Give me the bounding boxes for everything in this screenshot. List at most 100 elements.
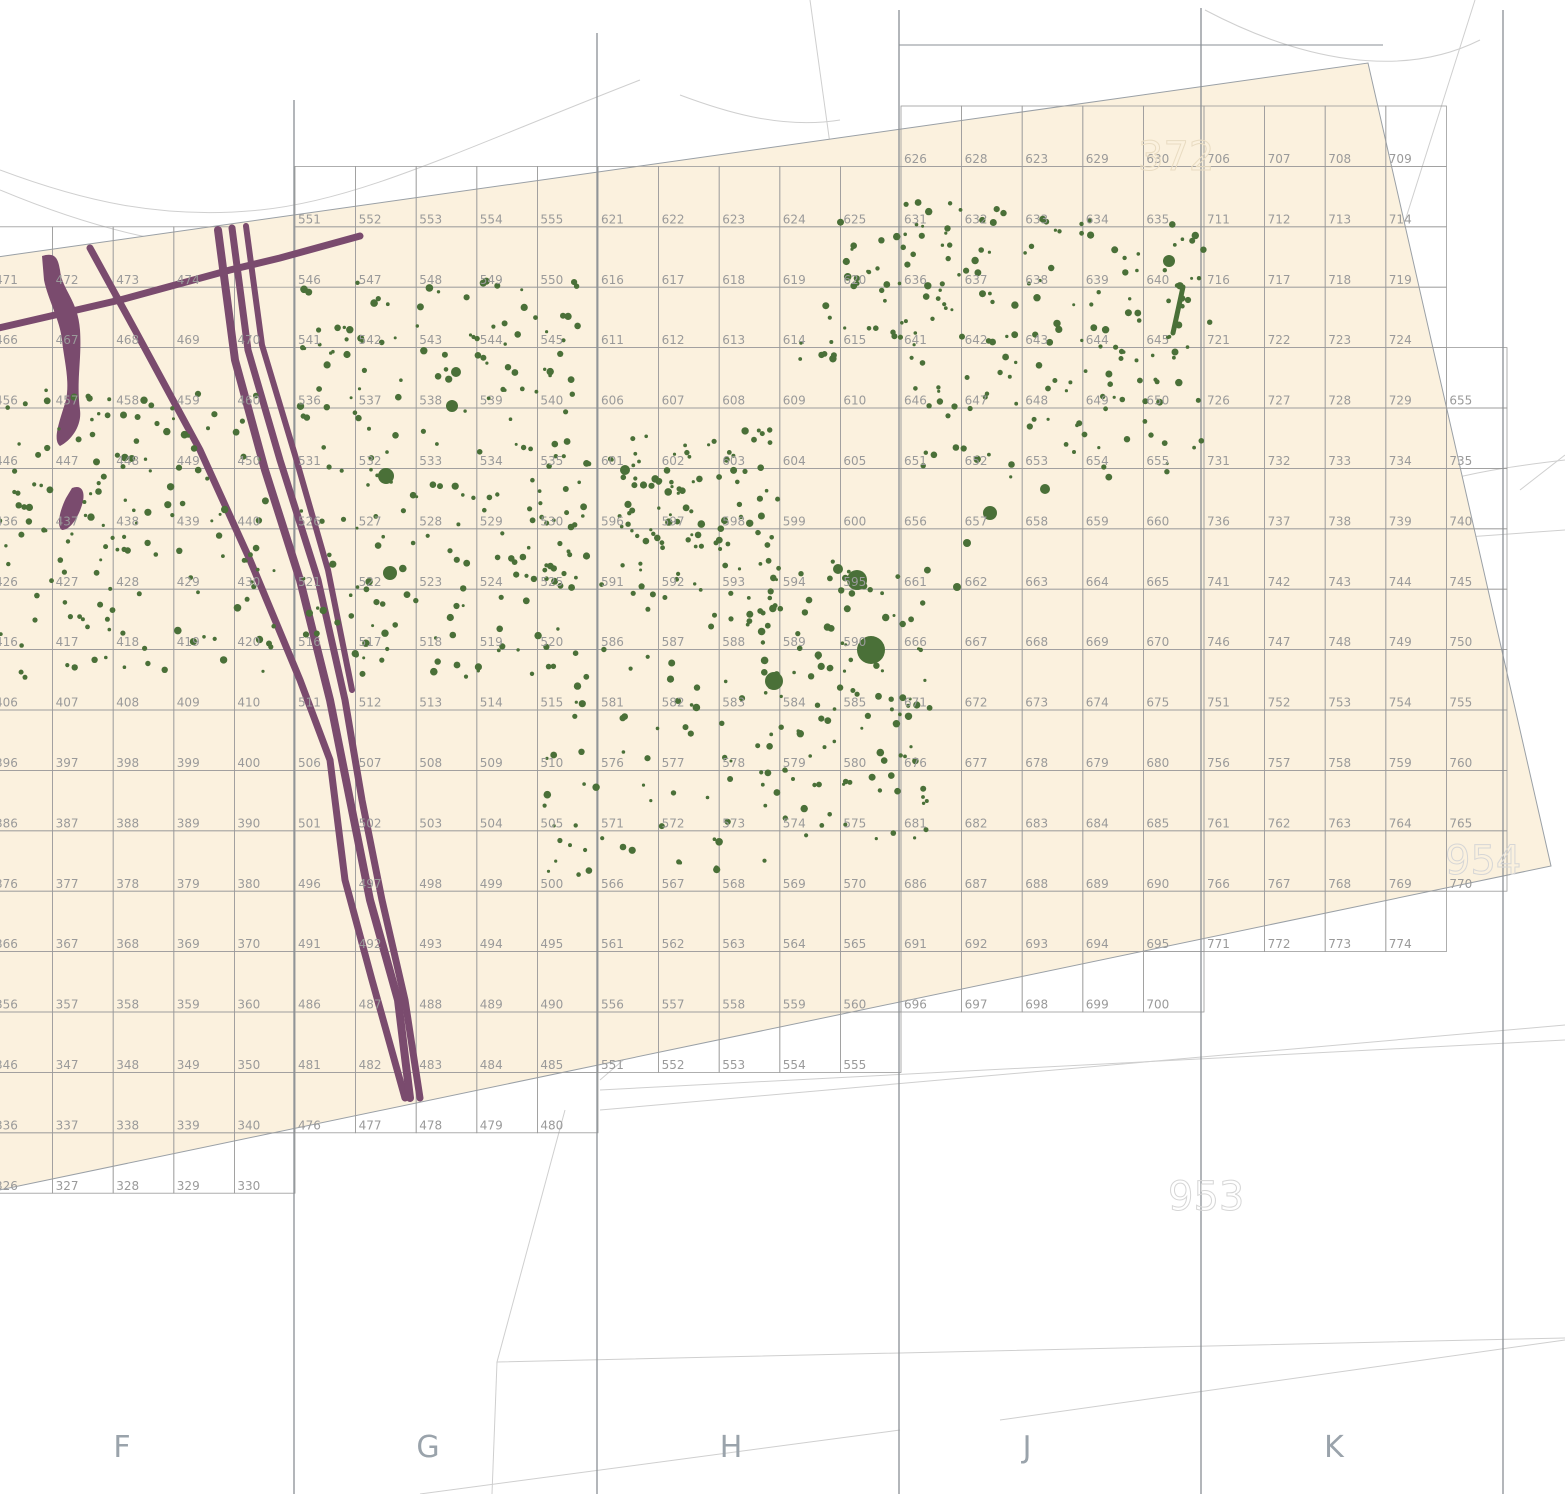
tree-marker xyxy=(240,453,247,460)
tree-marker xyxy=(655,726,660,731)
cell-label: 504 xyxy=(480,816,503,830)
tree-markers xyxy=(0,199,1213,877)
cell-label: 692 xyxy=(965,937,988,951)
cell-label: 611 xyxy=(601,333,624,347)
cell-label: 506 xyxy=(298,756,321,770)
tree-marker xyxy=(144,539,151,547)
study-zone-polygon xyxy=(0,62,1552,1191)
cell-label: 505 xyxy=(540,816,563,830)
tree-marker xyxy=(926,403,932,409)
tree-marker xyxy=(367,426,371,431)
tree-marker xyxy=(221,554,225,558)
tree-marker xyxy=(453,661,461,669)
cell-label: 617 xyxy=(662,273,685,287)
tree-marker xyxy=(684,449,690,456)
tree-marker xyxy=(682,504,690,512)
tree-marker xyxy=(446,613,454,622)
tree-marker xyxy=(1163,255,1175,267)
tree-marker xyxy=(496,648,501,653)
tree-marker xyxy=(434,373,442,380)
tree-marker xyxy=(854,281,860,286)
cell-label: 607 xyxy=(662,394,685,408)
tree-marker xyxy=(628,666,633,671)
tree-marker xyxy=(520,303,528,311)
tree-marker xyxy=(272,569,276,573)
tree-marker xyxy=(906,703,911,708)
tree-marker xyxy=(410,540,416,546)
tree-marker xyxy=(770,574,777,582)
tree-marker xyxy=(1080,338,1084,343)
cell-label: 327 xyxy=(56,1179,79,1193)
cell-label: 535 xyxy=(540,454,563,468)
tree-marker xyxy=(971,256,979,265)
cell-label: 483 xyxy=(419,1058,442,1072)
tree-marker xyxy=(15,502,22,509)
tree-marker xyxy=(62,600,68,605)
area-number-953: 953 xyxy=(1168,1174,1244,1220)
tree-marker xyxy=(912,757,919,765)
tree-marker xyxy=(239,418,245,424)
cell-label: 562 xyxy=(662,937,685,951)
tree-marker xyxy=(1063,442,1069,447)
tree-marker xyxy=(705,795,710,800)
tree-marker xyxy=(1136,252,1141,256)
tree-marker xyxy=(1164,469,1170,475)
tree-marker xyxy=(241,557,247,563)
tree-marker xyxy=(843,822,848,827)
cell-label: 728 xyxy=(1328,394,1351,408)
tree-marker xyxy=(494,554,501,561)
cell-label: 367 xyxy=(56,937,79,951)
cell-label: 428 xyxy=(116,575,139,589)
tree-marker xyxy=(746,610,754,618)
cell-label: 721 xyxy=(1207,333,1230,347)
tree-marker xyxy=(850,242,857,249)
tree-marker xyxy=(1165,462,1169,466)
tree-marker xyxy=(843,326,847,330)
cell-label: 408 xyxy=(116,696,139,710)
tree-marker xyxy=(179,500,186,507)
cell-label: 490 xyxy=(540,998,563,1012)
tree-marker xyxy=(1185,345,1190,349)
cell-label: 713 xyxy=(1328,212,1351,226)
cell-label: 654 xyxy=(1086,454,1109,468)
tree-marker xyxy=(1045,385,1051,392)
tree-marker xyxy=(1011,301,1019,309)
cell-label: 487 xyxy=(359,998,382,1012)
cell-label: 682 xyxy=(965,816,988,830)
tree-marker xyxy=(576,872,581,877)
cell-label: 708 xyxy=(1328,152,1351,166)
tree-marker xyxy=(924,282,932,290)
cell-label: 626 xyxy=(904,152,927,166)
cell-label: 640 xyxy=(1146,273,1169,287)
tree-marker xyxy=(12,468,18,474)
tree-marker xyxy=(767,588,774,595)
tree-marker xyxy=(827,315,832,320)
tree-marker xyxy=(957,273,961,277)
tree-marker xyxy=(848,657,854,663)
cell-label: 774 xyxy=(1389,937,1412,951)
tree-marker xyxy=(170,406,175,411)
cell-label: 366 xyxy=(0,937,18,951)
tree-marker xyxy=(583,673,590,680)
tree-marker xyxy=(194,466,202,474)
cell-label: 712 xyxy=(1268,212,1291,226)
cell-label: 356 xyxy=(0,998,18,1012)
tree-marker xyxy=(903,754,907,759)
tree-marker xyxy=(773,789,781,796)
tree-marker xyxy=(93,569,100,576)
tree-marker xyxy=(878,237,885,244)
cell-label: 409 xyxy=(177,696,200,710)
tree-marker xyxy=(524,573,529,578)
tree-marker xyxy=(299,509,304,513)
tree-marker xyxy=(339,468,344,473)
cell-label: 552 xyxy=(662,1058,685,1072)
tree-marker xyxy=(1207,319,1213,325)
cell-label: 559 xyxy=(783,998,806,1012)
tree-marker xyxy=(649,528,653,532)
cell-label: 400 xyxy=(237,756,260,770)
tree-marker xyxy=(145,660,151,667)
tree-marker xyxy=(895,574,901,579)
tree-marker xyxy=(925,207,933,216)
cell-label: 532 xyxy=(359,454,382,468)
